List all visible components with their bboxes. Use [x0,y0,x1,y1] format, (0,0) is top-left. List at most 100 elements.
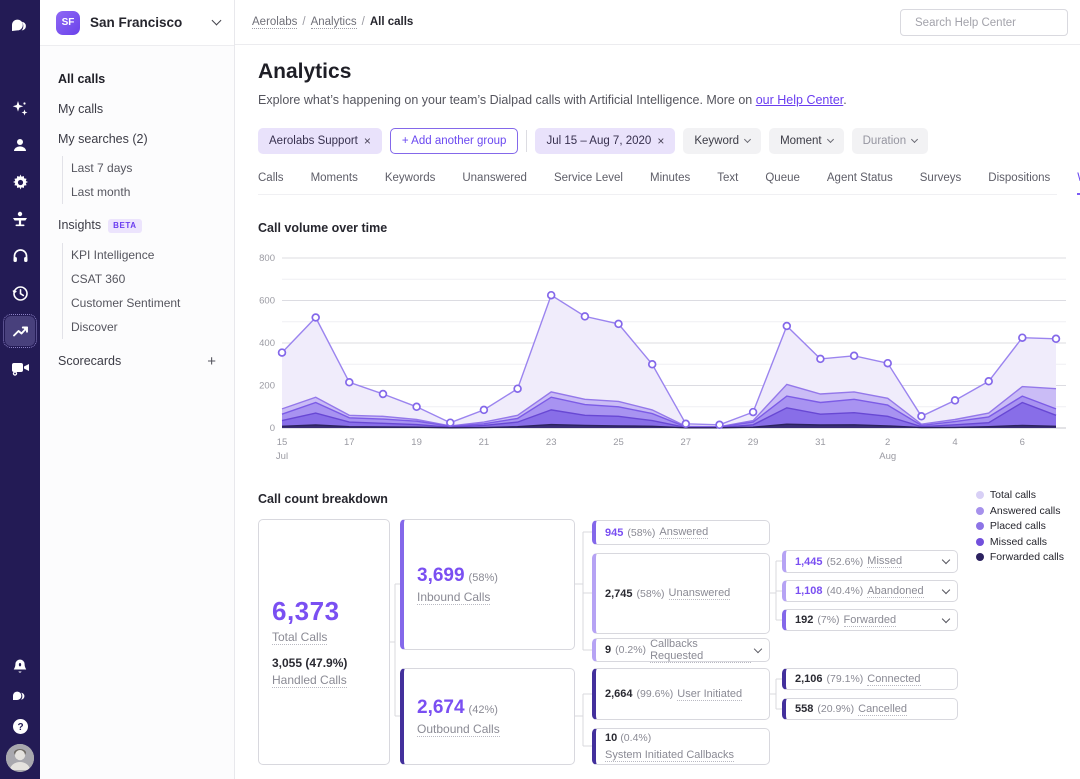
sidebar: SF San Francisco All calls My calls My s… [40,0,235,779]
connected-pct: (79.1%) [826,673,864,685]
date-filter-label: Jul 15 – Aug 7, 2020 [546,135,652,147]
missed-label: Missed [867,555,903,568]
handled-calls-value: 3,055 (47.9%) [272,656,348,670]
tab-weekly-averages[interactable]: Weekly Averages [1077,172,1080,195]
tab-moments[interactable]: Moments [310,172,358,184]
team-name: San Francisco [90,15,183,30]
expand-abandoned-icon[interactable] [941,585,951,594]
tab-dispositions[interactable]: Dispositions [988,172,1051,184]
headset-icon[interactable] [0,242,40,270]
svg-text:15: 15 [277,437,288,448]
unanswered-value: 2,745 [605,587,633,600]
chevron-down-icon [911,135,919,144]
missed-box[interactable]: 1,445 (52.6%) Missed [782,550,958,573]
duration-filter-label: Duration [862,135,907,147]
search-input[interactable] [915,16,1069,29]
expand-forwarded-icon[interactable] [941,614,951,623]
settings-gear-icon[interactable] [0,168,40,196]
user-initiated-label: User Initiated [677,687,743,701]
help-search[interactable] [900,9,1069,36]
tab-calls[interactable]: Calls [258,172,284,184]
help-icon[interactable]: ? [0,712,40,740]
tab-agent-status[interactable]: Agent Status [826,172,893,184]
forwarded-value: 192 [795,614,814,626]
remove-group-filter-icon[interactable]: × [363,134,371,148]
tab-keywords[interactable]: Keywords [384,172,436,184]
page-title: Analytics [258,60,352,83]
svg-text:800: 800 [259,253,275,264]
tab-minutes[interactable]: Minutes [649,172,691,184]
page-subtitle: Explore what’s happening on your team’s … [258,93,847,107]
analytics-trend-icon[interactable] [3,314,37,348]
svg-text:4: 4 [952,437,957,448]
breakdown-title: Call count breakdown [258,492,388,506]
abandoned-box[interactable]: 1,108 (40.4%) Abandoned [782,580,958,602]
group-filter-chip[interactable]: Aerolabs Support × [258,128,382,154]
legend-label: Total calls [989,489,1036,501]
scorecards-label: Scorecards [58,354,122,368]
tab-queue[interactable]: Queue [765,172,800,184]
inbound-calls-box: 3,699 (58%) Inbound Calls [400,519,575,650]
tab-surveys[interactable]: Surveys [919,172,962,184]
add-group-button[interactable]: + Add another group [389,128,519,154]
legend-dot [975,553,984,561]
date-filter-chip[interactable]: Jul 15 – Aug 7, 2020 × [535,128,676,154]
sidebar-item-my-searches[interactable]: My searches (2) [58,132,148,146]
screen-recording-icon[interactable] [0,354,40,382]
sidebar-item-customer-sentiment[interactable]: Customer Sentiment [71,295,181,310]
dialpad-logo-icon[interactable] [0,12,40,40]
user-avatar[interactable] [6,744,34,772]
handled-calls-label: Handled Calls [272,673,347,688]
dialpad-chat-icon[interactable] [0,682,40,710]
callbacks-label: Callbacks Requested [650,638,752,663]
connected-value: 2,106 [795,673,823,685]
sidebar-item-csat-360[interactable]: CSAT 360 [71,271,126,286]
expand-callbacks-icon[interactable] [753,644,763,653]
system-initiated-label: System Initiated Callbacks [605,748,734,762]
tab-unanswered[interactable]: Unanswered [462,172,527,184]
svg-text:2: 2 [885,437,890,448]
sidebar-item-kpi-intelligence[interactable]: KPI Intelligence [71,247,155,262]
insights-label: Insights [58,218,102,232]
forwarded-label: Forwarded [843,613,897,627]
filter-divider [526,130,528,152]
forwarded-box[interactable]: 192 (7%) Forwarded [782,609,958,631]
breadcrumb-analytics[interactable]: Analytics [310,16,357,29]
svg-text:Aug: Aug [879,451,896,462]
sidebar-item-last-7-days[interactable]: Last 7 days [71,161,133,175]
keyword-filter-dropdown[interactable]: Keyword [683,128,762,154]
moment-filter-dropdown[interactable]: Moment [769,128,844,154]
cancelled-value: 558 [795,703,814,715]
user-initiated-value: 2,664 [605,688,633,700]
svg-text:31: 31 [815,437,826,448]
sidebar-item-insights[interactable]: Insights BETA [40,210,234,241]
remove-date-filter-icon[interactable]: × [657,134,665,148]
sidebar-item-discover[interactable]: Discover [71,319,118,334]
callbacks-value: 9 [605,644,612,656]
sidebar-item-last-month[interactable]: Last month [71,185,131,199]
team-selector[interactable]: SF San Francisco [40,0,234,46]
breadcrumb-aerolabs[interactable]: Aerolabs [252,16,298,29]
notifications-bell-icon[interactable] [0,652,40,680]
sidebar-item-scorecards[interactable]: Scorecards + [40,345,234,378]
expand-missed-icon[interactable] [941,555,951,565]
callbacks-requested-box[interactable]: 9 (0.2%) Callbacks Requested [592,638,770,663]
sidebar-item-my-calls[interactable]: My calls [58,102,104,116]
tab-text[interactable]: Text [717,172,739,184]
analytics-tabs: Calls Moments Keywords Unanswered Service Le… [258,172,1080,195]
call-history-icon[interactable] [0,279,40,307]
cancelled-label: Cancelled [858,702,908,716]
duration-filter-dropdown[interactable]: Duration [851,128,929,154]
add-scorecard-button[interactable]: + [207,352,216,370]
contacts-icon[interactable] [0,131,40,159]
unanswered-label: Unanswered [668,587,731,600]
front-desk-icon[interactable] [0,205,40,233]
callbacks-pct: (0.2%) [615,644,647,656]
tab-service-level[interactable]: Service Level [553,172,623,184]
sidebar-item-all-calls[interactable]: All calls [58,72,106,86]
help-center-link[interactable]: our Help Center [755,93,844,107]
ai-sparkles-icon[interactable] [0,95,40,123]
chart-legend: Total calls Answered calls Placed calls Mis… [975,489,1064,563]
cancelled-pct: (20.9%) [817,703,855,715]
inbound-label: Inbound Calls [417,589,491,605]
